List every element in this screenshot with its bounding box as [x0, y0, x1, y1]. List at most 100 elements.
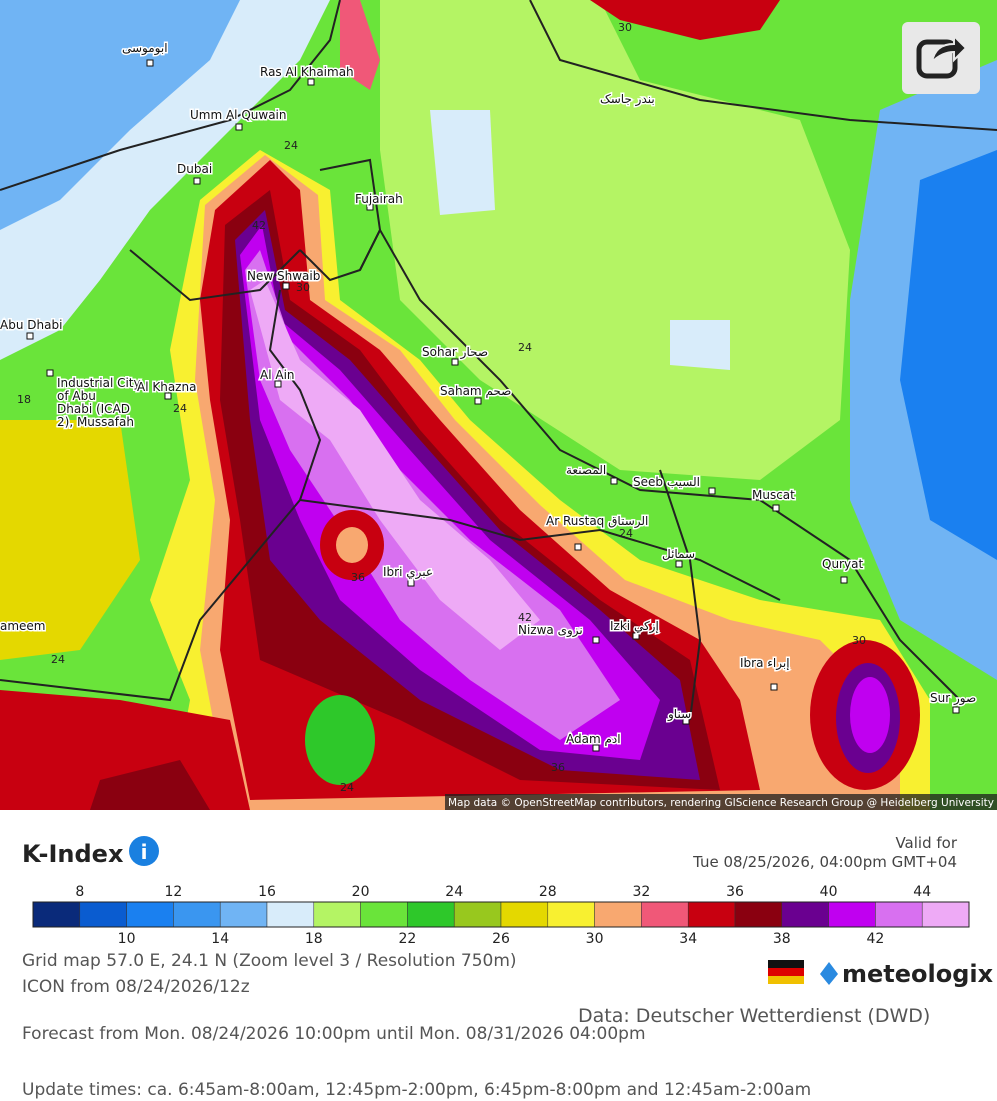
place-dot [610, 477, 618, 485]
model-info: ICON from 08/24/2026/12z [22, 977, 250, 997]
zone [90, 760, 210, 810]
scale-label: 14 [211, 931, 229, 947]
place-label: Ibra إبراء [740, 656, 790, 671]
zone [340, 0, 380, 90]
place-label: Al Khazna [137, 380, 196, 394]
borders [0, 0, 997, 721]
scale-label: 44 [913, 884, 931, 900]
place-dot [274, 380, 282, 388]
color-swatch [173, 901, 221, 928]
valid-time: Tue 08/25/2026, 04:00pm GMT+04 [692, 853, 957, 871]
sea [0, 0, 240, 230]
brand-logo [820, 962, 838, 985]
place-label: Adam ادم [566, 732, 621, 746]
place-label: Nizwa نزوى [518, 623, 583, 638]
place-label: Saham صحم [440, 384, 511, 398]
share-arrow [930, 33, 968, 65]
contour-label: 30 [852, 634, 866, 647]
flag [768, 968, 804, 976]
scale-label: 30 [586, 931, 604, 947]
scale-label: 16 [258, 884, 276, 900]
place-label: المصنعة [566, 463, 606, 477]
place-dot [592, 636, 600, 644]
share-button-bg[interactable] [902, 22, 980, 94]
contour-label: 30 [296, 281, 310, 294]
scale-label: 22 [398, 931, 416, 947]
update-info: Update times: ca. 6:45am-8:00am, 12:45pm… [22, 1080, 812, 1100]
color-swatch [453, 901, 502, 928]
color-swatch [79, 901, 127, 928]
color-swatch [734, 901, 783, 928]
color-swatch [266, 901, 315, 928]
place-dot [708, 487, 716, 495]
scale-label: 24 [445, 884, 463, 900]
flag [768, 960, 804, 968]
scale-label: 12 [164, 884, 182, 900]
zone [305, 695, 375, 785]
zone [0, 420, 140, 660]
place-label: New Shwaib [247, 269, 320, 283]
place-dot [772, 504, 780, 512]
color-swatch [781, 901, 829, 928]
grid-info: Grid map 57.0 E, 24.1 N (Zoom level 3 / … [22, 951, 517, 971]
color-swatch [407, 901, 455, 928]
contour-label: 42 [252, 219, 266, 232]
place-label: Fujairah [355, 192, 403, 206]
place-dot [574, 543, 582, 551]
contour-label: 42 [518, 611, 532, 624]
place-dot [632, 632, 640, 640]
color-swatch [32, 901, 81, 928]
color-swatch [500, 901, 549, 928]
place-dot [146, 59, 154, 67]
legend-title[interactable]: K-Index [22, 840, 124, 868]
contour-label: 36 [551, 761, 565, 774]
place-label: Ibri عبري [383, 565, 433, 580]
contour-label: 30 [618, 21, 632, 34]
place-dot [474, 397, 482, 405]
place-dot [235, 123, 243, 131]
place-dot [840, 576, 848, 584]
color-swatch [594, 901, 642, 928]
map: Map data © OpenStreetMap contributors, r… [0, 0, 997, 810]
scale-label: 40 [820, 884, 838, 900]
place-dot [451, 358, 459, 366]
place-dot [193, 177, 201, 185]
place-dot [46, 369, 54, 377]
place-label: Dubai [177, 162, 212, 176]
place-dot [366, 203, 374, 211]
place-dot [307, 78, 315, 86]
contour-label: 24 [340, 781, 354, 794]
place-dot [282, 282, 290, 290]
color-swatch [828, 901, 876, 928]
forecast-info: Forecast from Mon. 08/24/2026 10:00pm un… [22, 1024, 646, 1044]
place-label: Izki إزكي [610, 619, 659, 634]
legend: K-Index i Valid for Tue 08/25/2026, 04:0… [22, 834, 994, 988]
attribution-bg [445, 794, 997, 810]
zone [250, 280, 540, 650]
contour-label: 24 [518, 341, 532, 354]
contour-label: 24 [619, 527, 633, 540]
place-label: Ar Rustaq الرستاق [546, 514, 648, 529]
place-label: سناو [667, 707, 691, 722]
scale-label: 34 [679, 931, 697, 947]
color-swatch [126, 901, 174, 928]
place-label: Industrial City of Abu Dhabi (ICAD 2), Muss… [57, 376, 141, 429]
info-icon-glyph: i [141, 840, 148, 864]
color-swatch [360, 901, 408, 928]
scale-label: 42 [866, 931, 884, 947]
info-icon[interactable] [129, 836, 159, 866]
brand[interactable]: meteologix [842, 960, 994, 988]
share-button[interactable] [902, 22, 980, 94]
place-label: Ras Al Khaimah [260, 65, 354, 79]
flag [768, 976, 804, 984]
place-label: Sur صور [930, 691, 976, 706]
place-dot [770, 683, 778, 691]
source-info: Data: Deutscher Wetterdienst (DWD) [578, 1005, 931, 1027]
place-label: Muscat [752, 488, 795, 502]
color-swatch [313, 901, 361, 928]
color-bar: 8 10 12 14 16 18 20 22 24 26 28 30 32 34 36 38 40 42 44 [32, 884, 970, 947]
scale-label: 26 [492, 931, 510, 947]
place-dot [26, 332, 34, 340]
scale-label: 8 [75, 884, 84, 900]
